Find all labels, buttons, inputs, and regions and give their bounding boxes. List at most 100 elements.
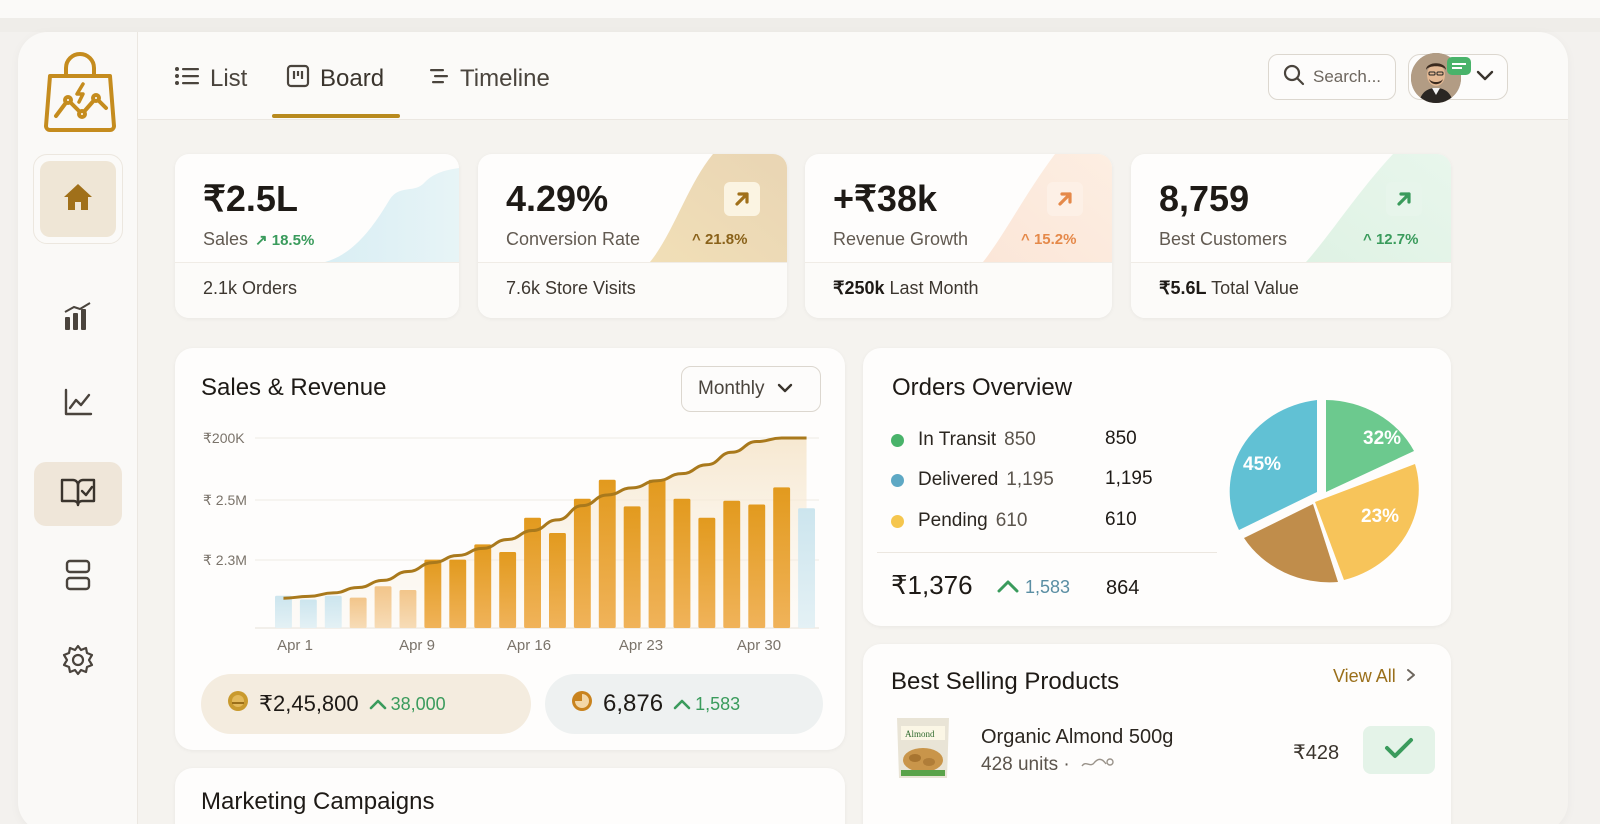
active-tab-indicator: [272, 114, 400, 118]
stat-card-footer: [805, 262, 1112, 318]
caret-up-icon: ^: [1021, 231, 1030, 248]
orders-total-change: 1,583: [997, 577, 1070, 598]
legend-value: 1,195: [1105, 468, 1153, 489]
x-tick-label: Apr 30: [737, 637, 781, 654]
search-input[interactable]: Search...: [1268, 54, 1396, 100]
list-icon: [174, 65, 200, 94]
profile-menu-button[interactable]: [1408, 53, 1508, 103]
tab-board[interactable]: Board: [286, 62, 384, 96]
status-dot: [891, 433, 904, 447]
stat-card-footer: [175, 262, 459, 318]
sidebar-item-home[interactable]: [33, 154, 123, 244]
sidebar-item-tasks[interactable]: [34, 462, 122, 526]
orders-total-value: ₹1,376: [891, 570, 973, 600]
chart-bar: [723, 500, 741, 628]
y-tick-label: ₹200K: [203, 430, 245, 446]
chart-bar: [549, 533, 566, 628]
stat-label: Conversion Rate: [506, 229, 641, 249]
home-icon: [62, 182, 94, 217]
pie-slice-in-transit: [1326, 400, 1414, 492]
legend-value: 610: [1105, 509, 1137, 530]
stat-card-decoration: [175, 154, 459, 262]
caret-up-icon: [369, 694, 387, 715]
svg-text:Almond: Almond: [905, 729, 935, 739]
stat-footer-text: ₹5.6L Total Value: [1159, 278, 1299, 298]
checkmark-icon: [1384, 737, 1414, 764]
sidebar: [18, 32, 138, 824]
divider: [877, 552, 1217, 553]
sales-chart: ₹200K ₹ 2.5M ₹ 2.3M Apr 1 Apr 9 Apr 16 Apr 23…: [203, 430, 819, 654]
chart-bar: [399, 590, 417, 628]
browser-gap: [0, 18, 1600, 32]
pie-clock-icon: [571, 690, 593, 718]
stat-card-sales[interactable]: ₹2.5L Sales ↗︎ 18.5% 2.1k Orders: [175, 154, 459, 318]
product-check-button[interactable]: [1363, 726, 1435, 774]
sidebar-item-trends[interactable]: [34, 372, 122, 436]
x-tick-label: Apr 9: [399, 637, 435, 654]
chart-bar: [374, 586, 392, 628]
stat-change: ^ 12.7%: [1363, 231, 1419, 248]
view-all-link[interactable]: View All: [1333, 666, 1416, 687]
panel-title: Marketing Campaigns: [201, 788, 435, 815]
layout-icon: [64, 558, 92, 597]
pie-label-pending: 23%: [1361, 506, 1399, 527]
chart-bar: [673, 498, 691, 628]
chart-bar: [424, 559, 442, 628]
pie-label-in-transit: 32%: [1363, 428, 1401, 449]
chart-bar: [773, 487, 791, 628]
stat-card-conversion[interactable]: 4.29% Conversion Rate ^ 21.8% 7.6k Store…: [478, 154, 787, 318]
arrow-up-right-icon: [1386, 182, 1422, 216]
chart-bar: [698, 517, 716, 628]
stat-card-decoration: [478, 154, 787, 262]
panel-title: Orders Overview: [892, 374, 1073, 401]
chart-bar: [275, 595, 292, 628]
panel-title: Sales & Revenue: [201, 374, 387, 401]
stat-value: ₹2.5L: [203, 178, 298, 219]
stat-value: 8,759: [1159, 178, 1250, 219]
orders-total-pill: 6,876 1,583: [545, 674, 823, 734]
avatar: [1411, 53, 1461, 103]
sidebar-item-layout[interactable]: [34, 545, 122, 609]
sales-revenue-panel: Sales & Revenue Monthly ₹200K ₹ 2.5M ₹ 2.3…: [175, 348, 845, 750]
tab-timeline[interactable]: Timeline: [428, 62, 550, 96]
chevron-down-icon: [1475, 68, 1495, 87]
chart-bar: [573, 498, 591, 628]
search-placeholder: Search...: [1313, 67, 1382, 86]
tab-timeline-label: Timeline: [460, 65, 550, 92]
chart-bar: [349, 597, 367, 628]
orders-extra-value: 864: [1106, 577, 1140, 599]
header: List Board Timeline Search...: [138, 32, 1568, 120]
stat-change: ^ 15.2%: [1021, 231, 1077, 248]
bar-chart-icon: [62, 301, 94, 338]
caret-up-icon: [673, 694, 691, 715]
orders-pie-chart: 32% 23% 45%: [1229, 400, 1419, 583]
stat-card-decoration: [1131, 154, 1451, 262]
panel-title: Best Selling Products: [891, 668, 1120, 695]
stat-card-revenue-growth[interactable]: +₹38k Revenue Growth ^ 15.2% ₹250k Last …: [805, 154, 1112, 318]
stat-footer-text: ₹250k Last Month: [833, 278, 979, 298]
pie-slice-other: [1244, 504, 1338, 583]
shopping-bag-logo-icon[interactable]: [42, 46, 118, 134]
revenue-change: 38,000: [369, 694, 446, 715]
orders-change: 1,583: [673, 694, 740, 715]
period-select[interactable]: Monthly: [681, 366, 821, 412]
stat-footer-text: 7.6k Store Visits: [506, 278, 636, 298]
pie-slice-delivered: [1229, 400, 1317, 530]
chart-bar: [324, 595, 342, 628]
tab-list[interactable]: List: [174, 62, 247, 96]
sidebar-item-analytics[interactable]: [34, 287, 122, 351]
stat-card-best-customers[interactable]: 8,759 Best Customers ^ 12.7% ₹5.6L Total…: [1131, 154, 1451, 318]
arrow-up-right-icon: [724, 182, 760, 216]
sidebar-item-settings[interactable]: [34, 630, 122, 694]
chevron-down-icon: [777, 378, 793, 400]
product-thumbnail[interactable]: Almond: [891, 714, 955, 782]
status-dot: [891, 514, 904, 528]
caret-up-icon: [997, 577, 1019, 598]
browser-top-strip: [0, 0, 1600, 18]
chart-bar: [499, 552, 517, 628]
orders-total: 6,876: [603, 690, 664, 717]
pie-label-delivered: 45%: [1243, 454, 1281, 475]
x-tick-label: Apr 23: [619, 637, 663, 654]
sparkline-icon: [1080, 754, 1116, 776]
arrow-up-icon: ↗︎: [255, 232, 268, 249]
